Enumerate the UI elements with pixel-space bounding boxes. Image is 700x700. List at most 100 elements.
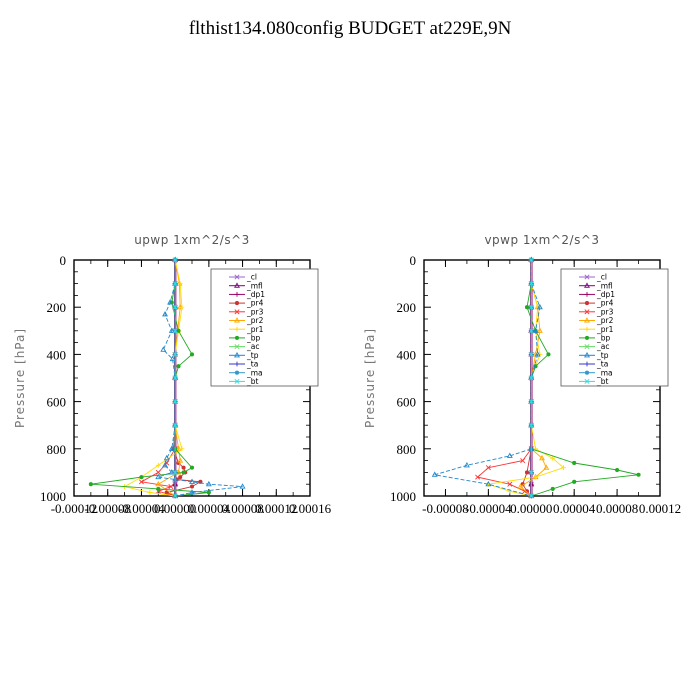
data-point <box>485 465 491 471</box>
data-point <box>163 454 170 461</box>
data-point <box>615 467 620 473</box>
panel-title: upwp 1xm^2/s^3 <box>134 233 250 247</box>
legend-marker <box>584 292 590 297</box>
y-tick-label: 800 <box>47 442 67 457</box>
data-point <box>528 375 534 381</box>
legend-marker <box>234 351 240 358</box>
legend-item: _bp <box>579 334 611 343</box>
legend-item: _pr4 <box>229 299 264 308</box>
data-point <box>156 486 161 491</box>
legend-label: _bp <box>246 334 261 343</box>
legend-item: _pr3 <box>229 307 264 316</box>
legend-item: _ma <box>579 368 613 377</box>
data-point <box>522 488 528 494</box>
data-point <box>550 455 556 461</box>
series-line <box>434 260 541 497</box>
legend-marker <box>584 370 590 375</box>
data-point <box>189 484 195 489</box>
data-point <box>528 328 534 334</box>
legend-label: _ta <box>596 360 608 369</box>
legend-box <box>560 268 669 387</box>
legend-marker <box>234 378 240 384</box>
legend-marker <box>234 274 240 280</box>
y-axis-label: Pressure [hPa] <box>13 328 27 428</box>
y-tick-label: 1000 <box>390 489 416 504</box>
legend-label: _ma <box>246 368 263 377</box>
data-point <box>533 474 538 480</box>
data-point <box>167 299 174 305</box>
data-point <box>517 483 524 489</box>
data-point <box>533 364 538 369</box>
data-point <box>546 352 551 357</box>
data-point <box>431 471 438 477</box>
data-point <box>172 281 178 287</box>
data-point <box>463 461 470 468</box>
data-point <box>155 469 161 475</box>
legend-label: _pr4 <box>596 299 614 308</box>
data-point <box>179 304 185 310</box>
series-line <box>165 260 202 497</box>
data-point <box>178 475 183 480</box>
legend-marker <box>584 344 590 350</box>
legend-item: _bp <box>229 334 261 343</box>
data-point <box>172 351 178 357</box>
legend-label: _mfl <box>596 281 613 290</box>
data-point <box>162 310 168 317</box>
legend-item: _pr2 <box>229 316 264 325</box>
data-point <box>169 355 176 362</box>
legend-marker <box>234 370 240 375</box>
legend-label: _pr1 <box>596 325 614 334</box>
legend-item: _dp1 <box>229 290 265 299</box>
legend-marker <box>584 335 590 340</box>
data-point <box>172 257 178 263</box>
data-point <box>189 352 195 357</box>
data-point <box>520 458 526 464</box>
y-tick-label: 200 <box>397 300 417 315</box>
legend-marker <box>234 301 240 306</box>
x-tick-label: -0.00008 <box>84 501 131 516</box>
legend-marker <box>584 317 590 323</box>
legend-marker <box>584 301 590 306</box>
legend-marker <box>234 335 240 340</box>
series-pr2 <box>155 256 184 499</box>
data-point <box>572 479 577 484</box>
legend-marker <box>234 317 240 323</box>
x-tick-label: 0.00004 <box>553 501 596 516</box>
data-point <box>160 346 167 352</box>
data-point <box>155 462 161 468</box>
x-tick-label: -0.00004 <box>465 501 512 516</box>
chart-panel-2: vpwp 1xm^2/s^3 Pressure [hPa] 0 200 400 600 80… <box>363 233 681 516</box>
legend-label: _bt <box>596 377 609 386</box>
data-point <box>176 364 181 369</box>
data-point <box>539 454 545 461</box>
y-tick-label: 1000 <box>40 489 66 504</box>
x-tick-label: -0.00004 <box>118 501 165 516</box>
data-point <box>528 304 534 310</box>
legend-label: _pr2 <box>596 316 614 325</box>
x-tick-label: 0.00012 <box>639 501 681 516</box>
legend-marker <box>234 361 240 367</box>
data-point <box>528 257 534 263</box>
legend-label: _tp <box>246 351 259 360</box>
legend-marker <box>584 361 590 367</box>
legend-label: _pr2 <box>246 316 264 325</box>
legend-item: _cl <box>229 273 257 282</box>
data-point <box>172 469 178 475</box>
x-tick-label: -0.00008 <box>422 501 469 516</box>
legend-label: _dp1 <box>596 290 615 299</box>
data-point <box>189 465 195 470</box>
data-point <box>636 472 641 477</box>
series-pr4 <box>164 257 203 499</box>
data-point <box>189 478 195 484</box>
data-point <box>532 327 539 333</box>
data-point <box>536 303 543 310</box>
data-point <box>528 351 534 357</box>
legend-label: _mfl <box>246 281 263 290</box>
legend-box <box>210 268 319 387</box>
data-point <box>181 465 186 470</box>
x-tick-label: -0.00012 <box>51 501 98 516</box>
series-line <box>90 260 209 497</box>
series-bt <box>528 257 534 499</box>
series-line <box>140 260 176 497</box>
legend-label: _cl <box>596 273 607 282</box>
